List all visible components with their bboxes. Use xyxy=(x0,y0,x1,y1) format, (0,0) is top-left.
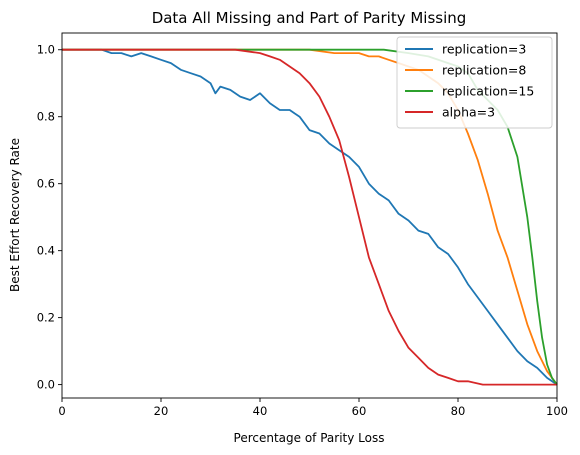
y-tick-label: 0.4 xyxy=(37,244,55,258)
x-tick-label: 60 xyxy=(352,404,367,418)
x-tick-label: 20 xyxy=(154,404,169,418)
legend-items: replication=3 replication=8 replication=15… xyxy=(405,42,534,120)
y-tick-label: 0.8 xyxy=(37,110,55,124)
chart-title: Data All Missing and Part of Parity Miss… xyxy=(152,9,467,27)
x-tick-label: 40 xyxy=(253,404,268,418)
series-line-1 xyxy=(62,48,558,386)
x-axis-label: Percentage of Parity Loss xyxy=(234,431,385,445)
legend-label: alpha=3 xyxy=(442,105,495,120)
y-tick-label: 0.6 xyxy=(37,177,55,191)
plot-frame xyxy=(61,32,558,399)
y-tick-label: 0.2 xyxy=(37,311,55,325)
x-tick-label: 100 xyxy=(546,404,568,418)
legend-label: replication=8 xyxy=(442,63,526,78)
x-tick-label: 80 xyxy=(451,404,466,418)
y-tick-label: 1.0 xyxy=(37,43,55,57)
series-line-4 xyxy=(62,48,557,386)
y-axis-label: Best Effort Recovery Rate xyxy=(8,138,22,292)
legend-label: replication=15 xyxy=(442,84,534,99)
y-tick-label: 0.0 xyxy=(37,378,55,392)
legend-label: replication=3 xyxy=(442,42,526,57)
y-axis-ticks: 0.0 0.2 0.4 0.6 0.8 1.0 xyxy=(37,43,62,392)
legend: replication=3 replication=8 replication=15… xyxy=(396,36,553,129)
x-tick-label: 0 xyxy=(58,404,65,418)
x-axis-ticks: 0 20 40 60 80 100 xyxy=(58,398,568,418)
legend-box xyxy=(396,36,553,129)
